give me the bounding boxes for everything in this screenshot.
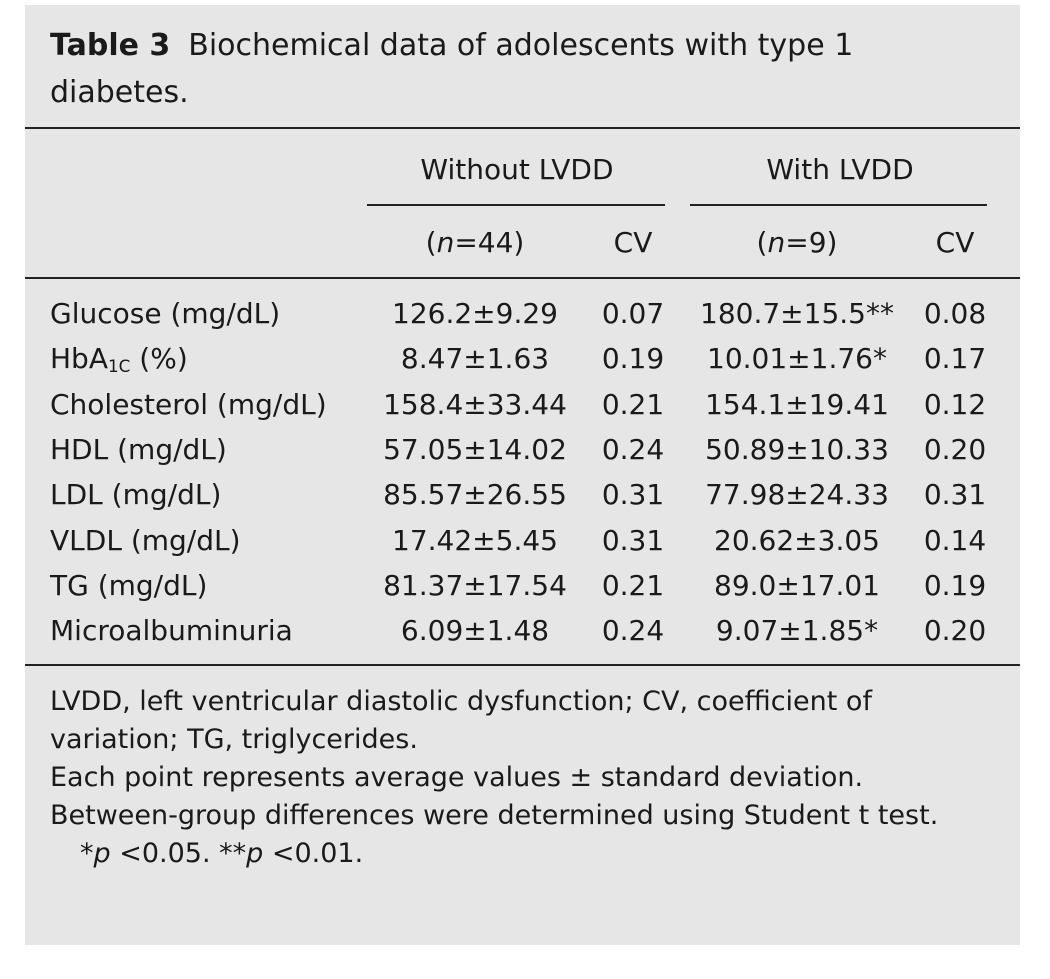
cell-text: n xyxy=(767,226,786,259)
cell: 0.19 xyxy=(601,342,665,376)
cell: 0.31 xyxy=(923,478,987,512)
row-label: HDL (mg/dL) xyxy=(50,432,227,466)
note-text: * xyxy=(80,838,94,869)
rule xyxy=(25,664,1020,666)
subheader: (n=44) xyxy=(375,223,575,263)
cell: 0.20 xyxy=(923,614,987,648)
cell: 126.2±9.29 xyxy=(392,297,558,330)
cell: 8.47±1.63 xyxy=(400,342,550,376)
cell: 50.89±10.33 xyxy=(705,432,889,466)
cell: 9.07±1.85* xyxy=(715,614,879,648)
cell: 57.05±14.02 xyxy=(383,432,567,466)
cell: 0.12 xyxy=(923,387,987,421)
rule xyxy=(25,277,1020,279)
row-label: Cholesterol (mg/dL) xyxy=(50,387,327,421)
row-label: Glucose (mg/dL) xyxy=(50,297,281,330)
note-text: <0.05. ** xyxy=(110,838,247,869)
note-text: p xyxy=(246,838,264,869)
cell: 0.08 xyxy=(923,297,987,330)
cell: 0.19 xyxy=(923,568,987,602)
cell: 0.14 xyxy=(923,523,987,557)
cell: 77.98±24.33 xyxy=(705,478,889,512)
note-text: <0.01. xyxy=(263,838,364,869)
cell: 158.4±33.44 xyxy=(383,387,567,421)
subheader: (n=9) xyxy=(697,223,897,263)
cell: 89.0±17.01 xyxy=(714,568,880,602)
subheader: CV xyxy=(935,226,975,259)
note: Between-group differences were determine… xyxy=(50,800,939,831)
cell: 154.1±19.41 xyxy=(705,387,889,421)
cell-text: ( xyxy=(756,226,768,259)
cell: 0.20 xyxy=(923,432,987,466)
cell-text: =44) xyxy=(454,226,525,259)
cell: 85.57±26.55 xyxy=(383,478,567,512)
subheader: CV xyxy=(613,226,653,259)
cell: 0.24 xyxy=(601,614,665,648)
row-label: VLDL (mg/dL) xyxy=(50,523,241,557)
cell: 20.62±3.05 xyxy=(714,523,880,557)
cell: 0.17 xyxy=(923,342,987,376)
cell: 81.37±17.54 xyxy=(383,568,567,602)
notes: LVDD, left ventricular diastolic dysfunc… xyxy=(50,683,970,873)
note-text: p xyxy=(93,838,111,869)
row-label: TG (mg/dL) xyxy=(50,568,208,602)
row-label: LDL (mg/dL) xyxy=(50,478,222,512)
note: LVDD, left ventricular diastolic dysfunc… xyxy=(50,686,872,755)
cell: 6.09±1.48 xyxy=(400,614,550,648)
rule xyxy=(25,127,1020,129)
cell: 180.7±15.5** xyxy=(700,297,894,330)
table-label: Table 3 xyxy=(50,28,171,63)
row-label: HbA1C (%) xyxy=(50,339,380,386)
rule xyxy=(690,204,987,206)
caption: Table 3 Biochemical data of adolescents w… xyxy=(50,22,930,116)
group-header: Without LVDD xyxy=(420,153,614,186)
cell-text: n xyxy=(436,226,455,259)
cell: 0.21 xyxy=(601,568,665,602)
cell: 0.31 xyxy=(601,523,665,557)
cell-text: 1C xyxy=(107,356,131,377)
note: *p <0.05. **p <0.01. xyxy=(50,835,970,873)
cell: 17.42±5.45 xyxy=(392,523,558,557)
cell-text: =9) xyxy=(785,226,838,259)
cell: 0.31 xyxy=(601,478,665,512)
cell: 0.07 xyxy=(601,297,665,330)
cell: 0.21 xyxy=(601,387,665,421)
caption-text: Biochemical data of adolescents with typ… xyxy=(50,28,854,110)
cell: 10.01±1.76* xyxy=(707,342,887,376)
row-label: Microalbuminuria xyxy=(50,614,293,648)
note: Each point represents average values ± s… xyxy=(50,762,864,793)
group-header: With LVDD xyxy=(766,153,914,186)
cell-text: (%) xyxy=(130,342,188,376)
table-panel: Table 3 Biochemical data of adolescents w… xyxy=(25,5,1020,945)
cell-text: ( xyxy=(425,226,437,259)
rule xyxy=(367,204,665,206)
cell: 0.24 xyxy=(601,432,665,466)
cell-text: HbA xyxy=(50,342,108,376)
